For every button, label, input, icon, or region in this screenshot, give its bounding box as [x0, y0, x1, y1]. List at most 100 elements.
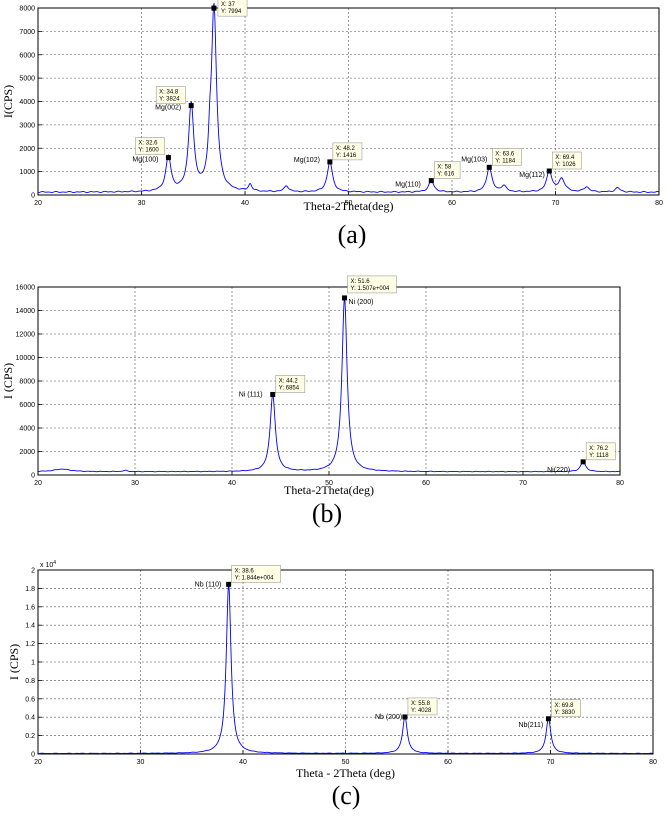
y-axis-label: I (CPS)	[1, 363, 15, 399]
y-tick-label: 12000	[16, 332, 36, 339]
peak-marker	[580, 459, 586, 465]
peak-label: Ni(220)	[547, 467, 570, 474]
x-tick-label: 50	[345, 200, 353, 207]
datatip-x: X: 69.4	[555, 155, 575, 161]
datatip-y: Y: 6854	[279, 385, 300, 391]
y-tick-label: 5000	[19, 76, 35, 83]
x-axis-label: Theta-2Theta(deg)	[284, 483, 374, 497]
datatip-box	[135, 137, 165, 155]
x-tick-label: 40	[239, 759, 247, 766]
datatip-box	[407, 697, 438, 716]
y-tick-label: 0.6	[25, 696, 35, 703]
x-tick-label: 20	[34, 759, 42, 766]
datatip-y: Y: 1.507e+004	[351, 286, 391, 292]
datatip-x: X: 32.6	[138, 141, 158, 147]
datatip-x: X: 38.6	[235, 568, 255, 574]
datatip-x: X: 44.2	[279, 378, 299, 384]
x-tick-label: 70	[547, 759, 555, 766]
diffraction-line	[38, 584, 653, 755]
chart-panel-c: 20 30 40 50 60 70 80 0 0.2 0.4 0.6 0.8 1 1.2 1.4 1.6 1.8…	[7, 560, 657, 810]
datatip-box	[552, 151, 582, 170]
peak-label: Nb (110)	[195, 581, 222, 588]
y-tick-label: 3000	[19, 122, 35, 129]
y-tick-label: 6000	[19, 402, 35, 409]
datatip-y: Y: 3824	[159, 97, 180, 103]
diffraction-line	[37, 2, 659, 194]
peak-marker	[546, 168, 552, 174]
datatip-y: Y: 3830	[554, 710, 575, 716]
peak-marker	[226, 581, 232, 587]
y-tick-label: 1	[31, 660, 35, 667]
chart-panel-a: 20 30 40 50 60 70 80 0 1000 2000 3000 4000 5000 6000 7…	[1, 0, 663, 249]
x-tick-label: 30	[138, 200, 146, 207]
y-axis-label: I(CPS)	[1, 85, 15, 118]
datatip-box	[275, 375, 306, 393]
peak-marker	[327, 159, 333, 165]
y-tick-label: 7000	[19, 29, 35, 36]
x-tick-label: 50	[325, 480, 333, 487]
y-tick-label: 0	[31, 752, 35, 759]
datatip-x: X: 55.8	[411, 701, 431, 707]
x-tick-label: 80	[616, 480, 624, 487]
peak-marker	[165, 155, 171, 161]
datatip-x: X: 48.2	[336, 146, 356, 152]
panel-caption: (b)	[312, 499, 342, 528]
y-tick-label: 2000	[19, 449, 35, 456]
chart-panel-b: 20 30 40 50 60 70 80 0 2000 4000 6000 8000 10000 1200…	[1, 275, 624, 528]
x-tick-label: 20	[34, 480, 42, 487]
y-tick-label: 14000	[16, 308, 36, 315]
datatip-box	[492, 148, 522, 166]
peak-marker	[402, 714, 408, 720]
x-tick-label: 70	[519, 480, 527, 487]
peak-label: Mg(102)	[294, 157, 320, 164]
datatip-y: Y: 1026	[555, 162, 576, 168]
y-tick-label: 1.4	[25, 623, 35, 630]
y-tick-label: 16000	[16, 285, 36, 292]
peak-marker	[211, 5, 217, 11]
datatip-box	[434, 161, 461, 179]
panel-caption: (c)	[332, 781, 361, 810]
peak-label: Mg(100)	[132, 157, 158, 164]
datatip-x: X: 34.8	[159, 90, 179, 96]
x-tick-label: 60	[422, 480, 430, 487]
y-tick-label: 8000	[19, 6, 35, 13]
peak-label: Nb(211)	[518, 722, 543, 729]
x-tick-label: 50	[342, 759, 350, 766]
y-tick-label: 1.6	[25, 604, 35, 611]
y-tick-label: 4000	[19, 99, 35, 106]
datatip-y: Y: 616	[437, 172, 455, 178]
x-tick-label: 40	[228, 480, 236, 487]
peak-label: Mg(112)	[519, 172, 545, 179]
peak-label: Ni (111)	[239, 391, 263, 398]
y-tick-label: 8000	[19, 379, 35, 386]
x-tick-label: 30	[137, 759, 145, 766]
x-tick-label: 80	[655, 200, 663, 207]
peak-marker	[188, 103, 194, 109]
y-multiplier: x 104	[40, 560, 56, 569]
datatip-x: X: 76.2	[589, 446, 609, 452]
panel-caption: (a)	[338, 220, 367, 249]
x-tick-label: 60	[448, 200, 456, 207]
y-tick-label: 0	[31, 473, 35, 480]
datatip-y: Y: 1184	[495, 158, 516, 164]
y-tick-label: 2	[31, 568, 35, 575]
datatip-box	[217, 0, 248, 17]
datatip-box	[551, 699, 581, 718]
x-axis-label: Theta - 2Theta (deg)	[296, 766, 395, 780]
y-tick-label: 0.4	[25, 715, 35, 722]
peak-label: Mg(110)	[395, 182, 421, 189]
y-tick-label: 0.2	[25, 733, 35, 740]
y-multiplier-exponent: 4	[53, 560, 56, 566]
datatip-box	[231, 565, 281, 583]
datatip-x: X: 63.6	[495, 151, 515, 157]
datatip-box	[347, 275, 397, 294]
y-tick-label: 10000	[16, 355, 36, 362]
peak-label: Nb (200)	[375, 714, 402, 721]
datatip-x: X: 69.8	[554, 703, 574, 709]
datatip-y: Y: 7994	[221, 9, 242, 15]
peak-label: Ni (200)	[349, 299, 374, 306]
peak-marker	[486, 164, 492, 170]
datatip-box	[585, 442, 616, 461]
datatip-box	[332, 142, 363, 161]
